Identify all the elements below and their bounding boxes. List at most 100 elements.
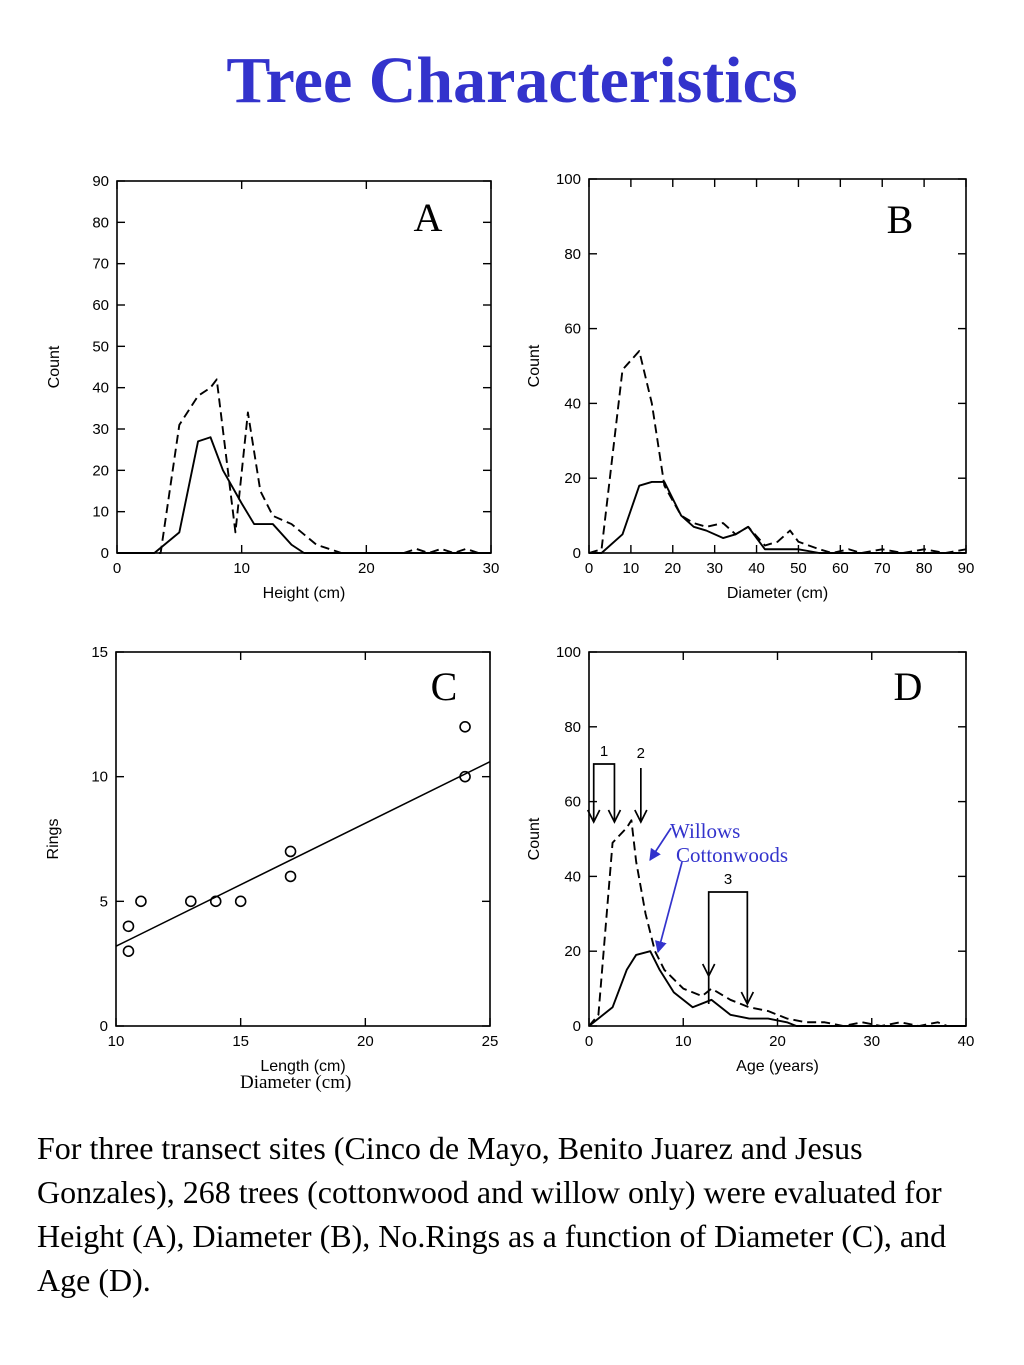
y-axis-title-a: Count [46, 345, 63, 388]
y-tick-label-d: 100 [556, 644, 581, 661]
regression-line [115, 761, 491, 947]
series-line-b-dashed [588, 350, 967, 554]
panel-letter-c: C [431, 664, 458, 709]
plot-frame-b [588, 178, 967, 554]
scatter-point [284, 845, 297, 858]
series-line-a-dashed [117, 378, 479, 554]
panel-letter-a: A [414, 195, 443, 240]
y-tick-label-d: 80 [564, 719, 581, 736]
scatter-point [135, 895, 147, 908]
y-tick-label-b: 80 [564, 246, 581, 263]
y-tick-label-a: 30 [92, 421, 109, 438]
x-tick-label-b: 30 [706, 560, 723, 577]
annotation-label-2: 2 [637, 745, 645, 762]
scatter-point [459, 721, 471, 733]
x-axis-title-a: Height (cm) [263, 585, 346, 602]
x-tick-label-b: 80 [916, 560, 933, 577]
x-axis-title-c: Length (cm) [260, 1058, 345, 1075]
x-tick-label-b: 70 [874, 560, 891, 577]
x-tick-label-c: 20 [357, 1033, 374, 1050]
x-tick-label-c: 15 [232, 1033, 249, 1050]
x-tick-label-a: 20 [358, 560, 375, 577]
chart-panel-c: 10 15 20 25 0 5 10 15 Length (cm) Rings C [45, 644, 499, 1075]
y-tick-label-c: 5 [100, 893, 108, 910]
y-tick-label-a: 80 [92, 214, 109, 231]
x-tick-label-a: 30 [483, 560, 500, 577]
scatter-point [459, 770, 471, 783]
x-tick-label-d: 20 [769, 1033, 786, 1050]
y-tick-label-a: 50 [92, 338, 109, 355]
y-tick-label-d: 0 [573, 1018, 581, 1035]
chart-panel-a: 0 10 20 30 0 10 20 30 40 50 60 70 80 90 Height (cm) Cou… [46, 173, 500, 602]
y-tick-label-d: 20 [564, 943, 581, 960]
arrow-head [607, 809, 622, 824]
x-tick-label-b: 0 [585, 560, 593, 577]
y-tick-label-b: 100 [556, 171, 581, 188]
annotation-label-1: 1 [600, 743, 608, 760]
x-tick-label-a: 10 [233, 560, 250, 577]
y-tick-label-c: 10 [91, 769, 108, 786]
y-tick-label-a: 90 [92, 173, 109, 190]
arrow-head [701, 963, 716, 978]
x-axis-title-b: Diameter (cm) [727, 585, 828, 602]
series-line-b-solid [589, 480, 966, 554]
y-tick-label-a: 70 [92, 256, 109, 273]
x-tick-label-b: 10 [623, 560, 640, 577]
arrow-head [586, 809, 601, 824]
y-axis-title-c: Rings [45, 819, 62, 860]
x-tick-label-b: 60 [832, 560, 849, 577]
scatter-point [185, 895, 197, 908]
x-tick-label-b: 90 [958, 560, 975, 577]
y-tick-label-a: 60 [92, 297, 109, 314]
panel-letter-b: B [887, 197, 914, 242]
series-line-d-solid [588, 950, 966, 1027]
page-title: Tree Characteristics [226, 44, 798, 117]
cottonwoods-pointer-arrow [655, 861, 683, 954]
y-tick-label-b: 20 [564, 470, 581, 487]
y-axis-title-d: Count [526, 817, 543, 860]
y-tick-label-d: 60 [564, 794, 581, 811]
y-tick-label-a: 20 [92, 462, 109, 479]
x-tick-label-b: 20 [664, 560, 681, 577]
x-tick-label-c: 10 [108, 1033, 125, 1050]
x-tick-label-d: 10 [675, 1033, 692, 1050]
arrow-head [634, 809, 648, 824]
panel-letter-d: D [894, 664, 923, 709]
series-line-d-dashed [588, 819, 966, 1027]
scatter-point [122, 920, 135, 933]
x-axis-title-d: Age (years) [736, 1058, 819, 1075]
plot-frame-c [115, 651, 491, 1027]
diameter-overlay-label: Diameter (cm) [240, 1072, 352, 1093]
cottonwoods-label: Cottonwoods [676, 843, 789, 867]
x-tick-label-b: 50 [790, 560, 807, 577]
x-tick-label-d: 0 [585, 1033, 593, 1050]
x-tick-label-b: 40 [748, 560, 765, 577]
y-tick-label-b: 40 [564, 395, 581, 412]
x-tick-label-a: 0 [113, 560, 121, 577]
y-tick-label-c: 15 [91, 644, 108, 661]
y-tick-label-a: 40 [92, 380, 109, 397]
scatter-point [284, 870, 297, 883]
figure-caption: For three transect sites (Cinco de Mayo,… [37, 1130, 947, 1298]
willows-pointer-arrow [649, 827, 672, 861]
arrow-head [740, 991, 755, 1006]
x-tick-label-d: 40 [958, 1033, 975, 1050]
chart-panel-b: 0 10 20 30 40 50 60 70 80 90 0 20 40 60 80 100 Diameter … [526, 171, 975, 602]
series-line-a-solid [117, 436, 491, 554]
y-tick-label-b: 60 [564, 321, 581, 338]
x-tick-label-d: 30 [863, 1033, 880, 1050]
scatter-point [122, 945, 135, 958]
y-tick-label-b: 0 [573, 545, 581, 562]
x-tick-label-c: 25 [482, 1033, 499, 1050]
annotation-bracket-1 [592, 763, 616, 822]
annotation-label-3: 3 [724, 871, 732, 888]
chart-panel-d: 0 10 20 30 40 0 20 40 60 80 100 Age (years) Count D 1 2… [526, 644, 975, 1075]
y-tick-label-d: 40 [564, 868, 581, 885]
y-tick-label-c: 0 [100, 1018, 108, 1035]
y-tick-label-a: 10 [92, 504, 109, 521]
y-axis-title-b: Count [526, 344, 543, 387]
scatter-point [234, 895, 247, 908]
willows-label: Willows [670, 819, 741, 843]
annotation-bracket-3 [707, 891, 749, 1004]
y-tick-label-a: 0 [101, 545, 109, 562]
